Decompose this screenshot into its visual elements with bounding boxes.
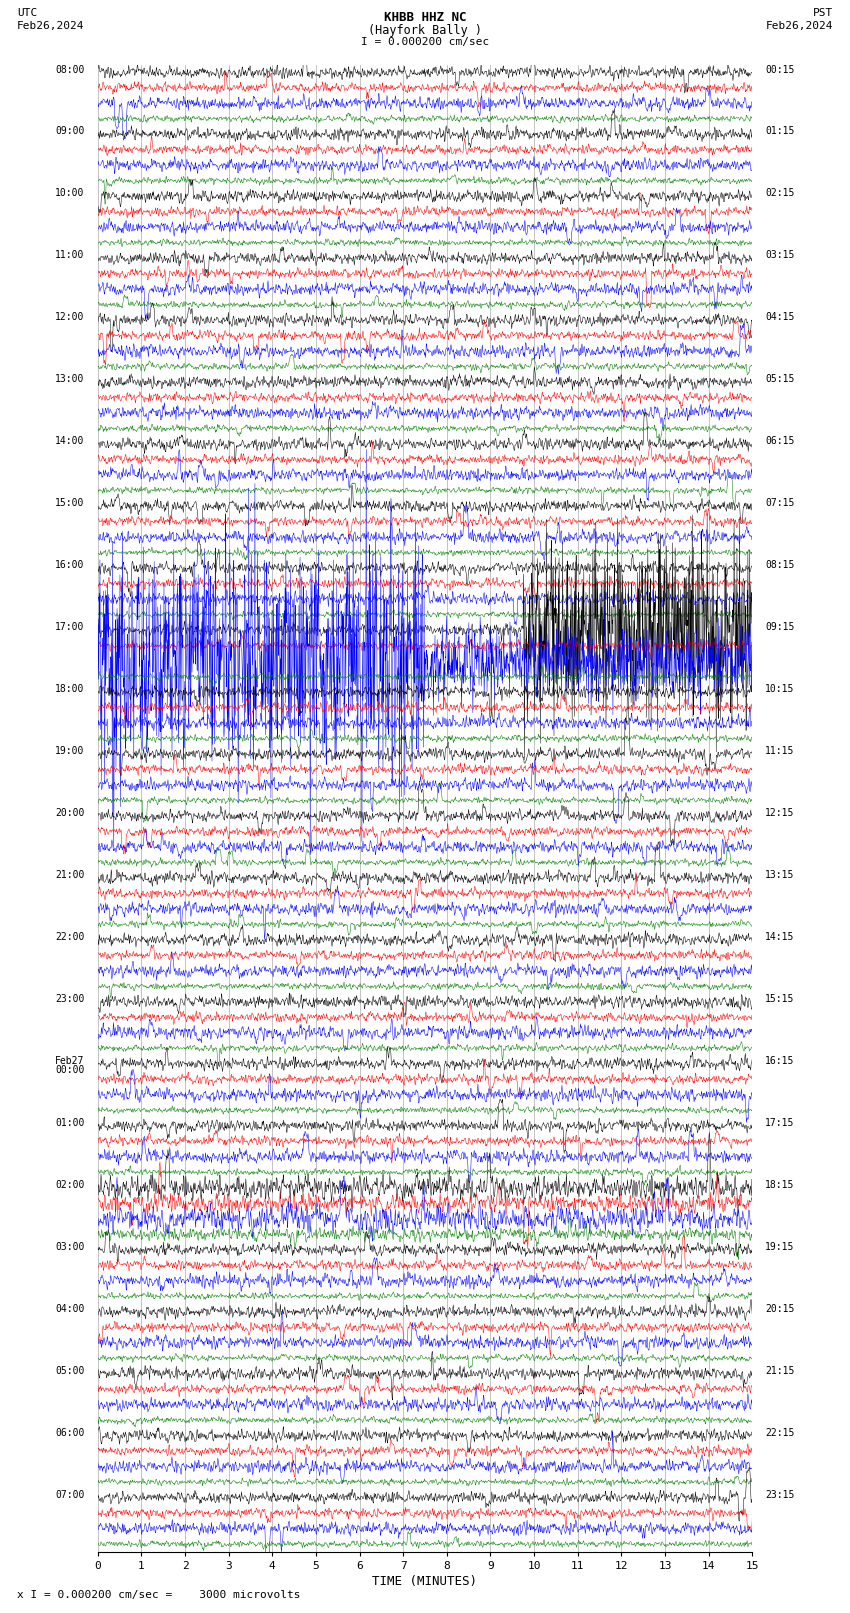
Text: 14:15: 14:15 (765, 932, 795, 942)
Text: 02:00: 02:00 (55, 1181, 85, 1190)
Text: 16:15: 16:15 (765, 1057, 795, 1066)
Text: 03:15: 03:15 (765, 250, 795, 260)
Text: 13:00: 13:00 (55, 374, 85, 384)
Text: 13:15: 13:15 (765, 869, 795, 881)
Text: 23:00: 23:00 (55, 994, 85, 1003)
Text: 12:00: 12:00 (55, 313, 85, 323)
Text: 04:15: 04:15 (765, 313, 795, 323)
X-axis label: TIME (MINUTES): TIME (MINUTES) (372, 1574, 478, 1587)
Text: 22:00: 22:00 (55, 932, 85, 942)
Text: 05:15: 05:15 (765, 374, 795, 384)
Text: Feb27
00:00: Feb27 00:00 (55, 1057, 85, 1076)
Text: x I = 0.000200 cm/sec =    3000 microvolts: x I = 0.000200 cm/sec = 3000 microvolts (17, 1590, 301, 1600)
Text: UTC: UTC (17, 8, 37, 18)
Text: 06:00: 06:00 (55, 1428, 85, 1437)
Text: 07:15: 07:15 (765, 498, 795, 508)
Text: 08:15: 08:15 (765, 560, 795, 571)
Text: 03:00: 03:00 (55, 1242, 85, 1252)
Text: 08:00: 08:00 (55, 65, 85, 74)
Text: 01:00: 01:00 (55, 1118, 85, 1127)
Text: 12:15: 12:15 (765, 808, 795, 818)
Text: 11:15: 11:15 (765, 747, 795, 756)
Text: 10:00: 10:00 (55, 189, 85, 198)
Text: 00:15: 00:15 (765, 65, 795, 74)
Text: 10:15: 10:15 (765, 684, 795, 694)
Text: 18:15: 18:15 (765, 1181, 795, 1190)
Text: 15:15: 15:15 (765, 994, 795, 1003)
Text: 20:15: 20:15 (765, 1303, 795, 1315)
Text: 14:00: 14:00 (55, 436, 85, 447)
Text: 04:00: 04:00 (55, 1303, 85, 1315)
Text: 19:15: 19:15 (765, 1242, 795, 1252)
Text: 09:00: 09:00 (55, 126, 85, 137)
Text: 15:00: 15:00 (55, 498, 85, 508)
Text: 21:00: 21:00 (55, 869, 85, 881)
Text: 17:00: 17:00 (55, 623, 85, 632)
Text: 01:15: 01:15 (765, 126, 795, 137)
Text: 06:15: 06:15 (765, 436, 795, 447)
Text: I = 0.000200 cm/sec: I = 0.000200 cm/sec (361, 37, 489, 47)
Text: (Hayfork Bally ): (Hayfork Bally ) (368, 24, 482, 37)
Text: 05:00: 05:00 (55, 1366, 85, 1376)
Text: 16:00: 16:00 (55, 560, 85, 571)
Text: 18:00: 18:00 (55, 684, 85, 694)
Text: 19:00: 19:00 (55, 747, 85, 756)
Text: Feb26,2024: Feb26,2024 (766, 21, 833, 31)
Text: 20:00: 20:00 (55, 808, 85, 818)
Text: 07:00: 07:00 (55, 1490, 85, 1500)
Text: 22:15: 22:15 (765, 1428, 795, 1437)
Text: 09:15: 09:15 (765, 623, 795, 632)
Text: Feb26,2024: Feb26,2024 (17, 21, 84, 31)
Text: KHBB HHZ NC: KHBB HHZ NC (383, 11, 467, 24)
Text: 17:15: 17:15 (765, 1118, 795, 1127)
Text: 11:00: 11:00 (55, 250, 85, 260)
Text: 23:15: 23:15 (765, 1490, 795, 1500)
Text: 02:15: 02:15 (765, 189, 795, 198)
Text: 21:15: 21:15 (765, 1366, 795, 1376)
Text: PST: PST (813, 8, 833, 18)
